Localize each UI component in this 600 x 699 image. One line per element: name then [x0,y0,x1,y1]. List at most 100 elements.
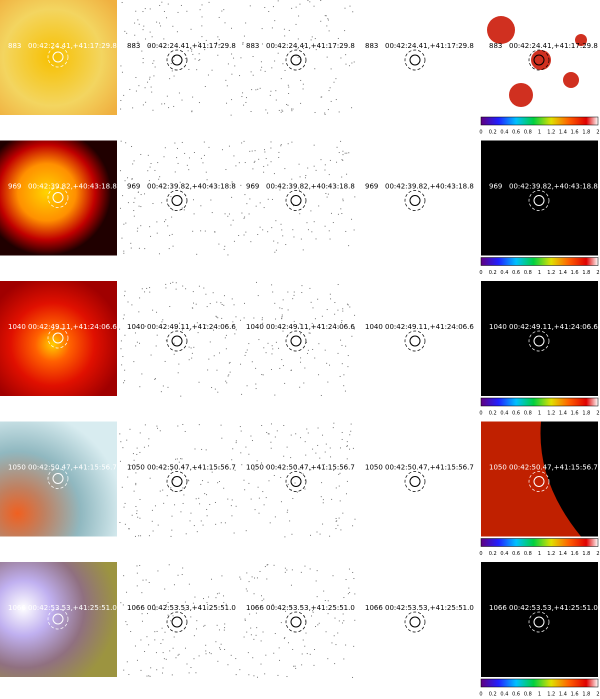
noise [180,511,181,512]
source-id: 883 [127,42,140,50]
noise [293,236,294,237]
noise [180,396,181,397]
noise [164,156,165,157]
noise [197,531,198,532]
noise [180,458,181,459]
noise [126,33,127,34]
noise [231,197,232,198]
image-panel [481,281,598,396]
noise [173,648,174,649]
colorbar-tick-label: 0.8 [524,551,532,557]
noise [334,663,335,664]
noise [165,219,166,220]
noise [244,317,245,318]
noise [236,440,237,441]
noise [198,498,199,499]
noise [293,666,294,667]
noise [338,38,339,39]
noise [347,445,348,446]
noise [189,157,190,158]
noise [271,369,272,370]
source-coord: 00:42:39.82,+40:43:18.8 [266,183,355,191]
noise [253,639,254,640]
noise [225,80,226,81]
noise [217,317,218,318]
noise [120,170,121,171]
noise [300,362,301,363]
noise [251,89,252,90]
colorbar-tick-label: 1 [538,411,541,417]
colorbar [481,398,598,406]
noise [342,439,343,440]
noise [194,152,195,153]
noise [244,217,245,218]
noise [220,649,221,650]
noise [354,620,355,621]
noise [256,613,257,614]
image-panel [357,0,474,115]
noise [343,200,344,201]
colorbar-tick-label: 1.4 [559,551,567,557]
noise [123,670,124,671]
noise [135,11,136,12]
noise [354,315,355,316]
noise [125,503,126,504]
noise [329,90,330,91]
noise [207,306,208,307]
noise [279,368,280,369]
noise [227,499,228,500]
noise [120,100,121,101]
noise [199,59,200,60]
source-id: 969 [246,183,259,191]
noise [153,75,154,76]
noise [174,584,175,585]
noise [187,165,188,166]
noise [135,506,136,507]
noise [249,198,250,199]
noise [168,107,169,108]
noise [333,423,334,424]
noise [317,596,318,597]
noise [132,178,133,179]
colorbar-tick-label: 0.8 [524,411,532,417]
noise [350,6,351,7]
noise [323,499,324,500]
image-panel [238,141,355,256]
noise [134,491,135,492]
noise [201,36,202,37]
noise [294,321,295,322]
colorbar-tick-label: 1.6 [571,551,579,557]
noise [139,386,140,387]
noise [151,92,152,93]
noise [289,520,290,521]
noise [245,619,246,620]
source-id: 883 [365,42,378,50]
noise [214,355,215,356]
noise [303,249,304,250]
noise [281,144,282,145]
noise [134,460,135,461]
noise [304,489,305,490]
noise [133,210,134,211]
colorbar-tick-label: 1 [538,130,541,136]
noise [245,447,246,448]
noise [262,28,263,29]
colorbar-tick-label: 1.8 [582,551,590,557]
noise [251,634,252,635]
noise [215,524,216,525]
noise [334,618,335,619]
noise [345,54,346,55]
noise [250,628,251,629]
source-coord: 00:42:49.11,+41:24:06.6 [147,323,236,331]
noise [166,17,167,18]
noise [279,110,280,111]
noise [123,251,124,252]
noise [274,252,275,253]
noise [189,584,190,585]
noise [188,169,189,170]
noise [185,288,186,289]
noise [133,361,134,362]
noise [261,67,262,68]
noise [137,342,138,343]
noise [342,151,343,152]
